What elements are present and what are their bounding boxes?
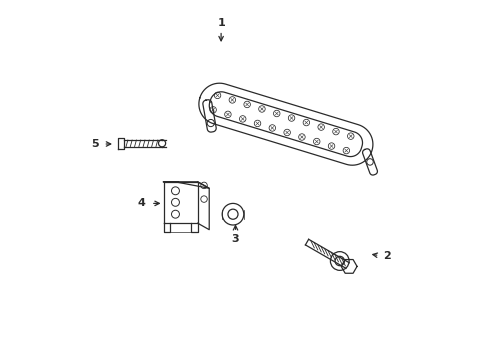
Text: 3: 3 [231, 234, 239, 244]
Text: 5: 5 [91, 139, 99, 149]
Text: 4: 4 [138, 198, 145, 208]
Text: 2: 2 [382, 251, 390, 261]
Text: 1: 1 [217, 18, 224, 28]
